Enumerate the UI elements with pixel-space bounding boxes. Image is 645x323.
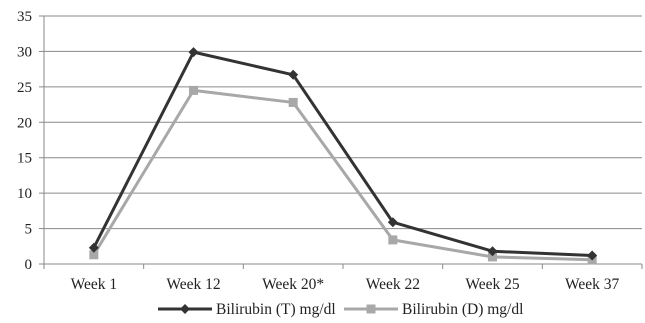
legend-item-bilirubin-d: Bilirubin (D) mg/dl: [344, 301, 523, 318]
x-tick-label: Week 22: [366, 276, 420, 293]
data-point-bilirubin-d: [388, 235, 398, 245]
y-tick-label: 10: [17, 186, 32, 202]
y-tick-label: 0: [25, 257, 33, 273]
x-tick-label: Week 1: [71, 276, 118, 293]
data-point-bilirubin-t: [387, 217, 398, 228]
x-tick-label: Week 12: [166, 276, 220, 293]
data-point-bilirubin-d: [89, 250, 99, 260]
data-point-bilirubin-t: [188, 47, 199, 58]
series-group: [88, 47, 598, 265]
gridlines: [44, 15, 642, 230]
x-tick-label: Week 20*: [262, 276, 324, 293]
series-line-bilirubin-t: [92, 50, 593, 257]
legend-item-bilirubin-t: Bilirubin (T) mg/dl: [158, 301, 336, 318]
x-tick-labels: Week 1 Week 12 Week 20* Week 22 Week 25 Week …: [71, 276, 620, 293]
legend: Bilirubin (T) mg/dl Bilirubin (D) mg/dl: [158, 301, 523, 318]
series-bilirubin-d: [89, 85, 597, 265]
series-bilirubin-t: [88, 47, 598, 261]
y-tick-label: 25: [17, 80, 32, 96]
data-point-bilirubin-d: [488, 252, 497, 262]
legend-marker-bilirubin-d: [366, 304, 376, 314]
legend-label-bilirubin-t: Bilirubin (T) mg/dl: [216, 301, 336, 318]
x-tick-label: Week 25: [465, 276, 520, 293]
y-tick-label: 20: [17, 115, 32, 131]
y-tick-label: 35: [17, 9, 32, 25]
series-line-bilirubin-d: [92, 88, 593, 262]
legend-label-bilirubin-d: Bilirubin (D) mg/dl: [402, 301, 523, 318]
y-tick-label: 30: [17, 44, 32, 60]
y-tick-label: 15: [17, 151, 32, 167]
axes: [39, 15, 643, 269]
data-point-bilirubin-d: [189, 85, 198, 95]
y-tick-label: 5: [25, 222, 33, 238]
legend-marker-bilirubin-t: [180, 304, 190, 314]
data-point-bilirubin-t: [88, 242, 99, 253]
data-point-bilirubin-d: [288, 97, 298, 107]
data-point-bilirubin-t: [288, 69, 299, 80]
data-point-bilirubin-t: [587, 250, 598, 261]
y-tick-labels: 0 5 10 15 20 25 30 35: [17, 9, 32, 273]
data-point-bilirubin-t: [487, 246, 498, 257]
x-tick-label: Week 37: [565, 276, 620, 293]
